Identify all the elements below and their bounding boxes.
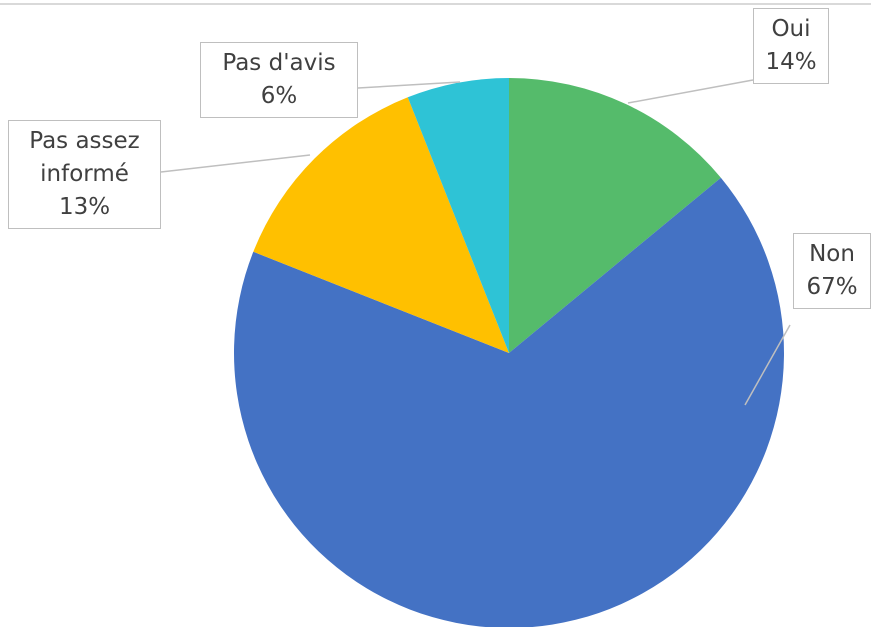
label-value: 6% — [260, 83, 298, 109]
leader-line — [160, 154, 311, 173]
pie-slice — [509, 78, 721, 353]
data-label: Pas assez informé 13% — [8, 120, 161, 229]
data-label: Oui 14% — [753, 8, 829, 84]
data-label: Non 67% — [793, 233, 871, 309]
label-value: 13% — [58, 194, 111, 220]
leader-line — [357, 81, 461, 89]
pie-slice — [407, 78, 509, 353]
label-category: Pas d'avis — [222, 50, 336, 76]
leader-line — [744, 324, 791, 406]
label-category: Pas assez informé — [29, 128, 140, 187]
label-category: Oui — [771, 16, 811, 42]
data-label: Pas d'avis 6% — [200, 42, 358, 118]
pie-slice — [253, 97, 509, 354]
label-value: 14% — [765, 49, 817, 75]
label-category: Non — [809, 241, 855, 267]
leader-line — [627, 79, 754, 104]
pie-slice — [234, 177, 784, 627]
label-value: 67% — [806, 274, 858, 300]
